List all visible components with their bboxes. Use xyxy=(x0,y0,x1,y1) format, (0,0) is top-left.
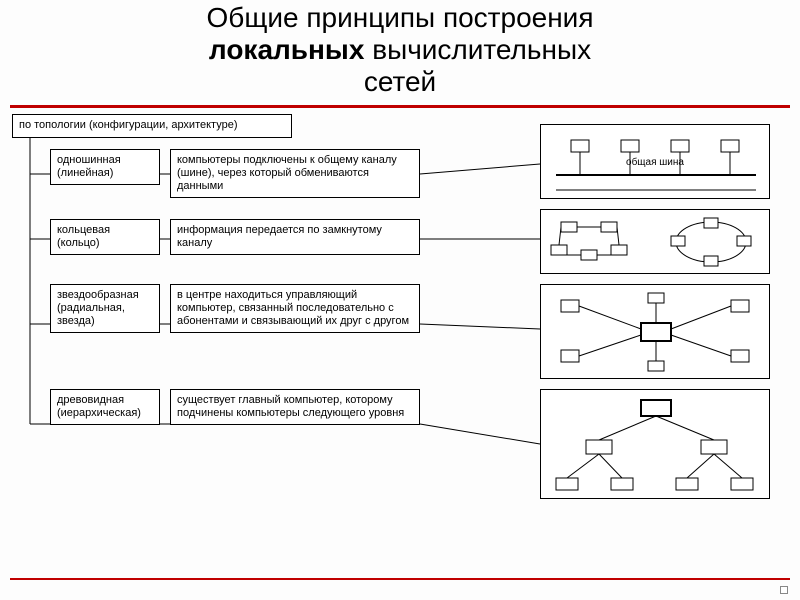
topology-name-ring: кольцевая (кольцо) xyxy=(50,219,160,255)
topology-desc-ring: информация передается по замкнутому кана… xyxy=(170,219,420,255)
footer-square-icon xyxy=(780,586,788,594)
topology-desc-bus: компьютеры подключены к общему каналу (ш… xyxy=(170,149,420,199)
topology-desc-star: в центре находиться управляющий компьюте… xyxy=(170,284,420,334)
header-category-box: по топологии (конфигурации, архитектуре) xyxy=(12,114,292,138)
topology-diagram-ring xyxy=(540,209,770,274)
title-line3: сетей xyxy=(364,66,436,97)
topology-diagram-bus: общая шина xyxy=(540,124,770,199)
topology-diagram-star xyxy=(540,284,770,379)
header-category-text: по топологии (конфигурации, архитектуре) xyxy=(19,119,238,131)
title-line1: Общие принципы построения xyxy=(207,2,594,33)
topology-diagram-tree xyxy=(540,389,770,499)
bus-diagram-label: общая шина xyxy=(541,157,769,168)
slide-title: Общие принципы построения локальных вычи… xyxy=(0,0,800,105)
content-area: по топологии (конфигурации, архитектуре)… xyxy=(0,114,800,574)
topology-name-star: звездообразная (радиальная, звезда) xyxy=(50,284,160,334)
title-line2-rest: вычислительных xyxy=(364,34,591,65)
title-underline xyxy=(10,105,790,108)
topology-desc-tree: существует главный компьютер, которому п… xyxy=(170,389,420,425)
footer-underline xyxy=(10,578,790,580)
title-bold: локальных xyxy=(209,34,365,65)
topology-name-bus: одношинная (линейная) xyxy=(50,149,160,185)
topology-name-tree: древовидная (иерархическая) xyxy=(50,389,160,425)
